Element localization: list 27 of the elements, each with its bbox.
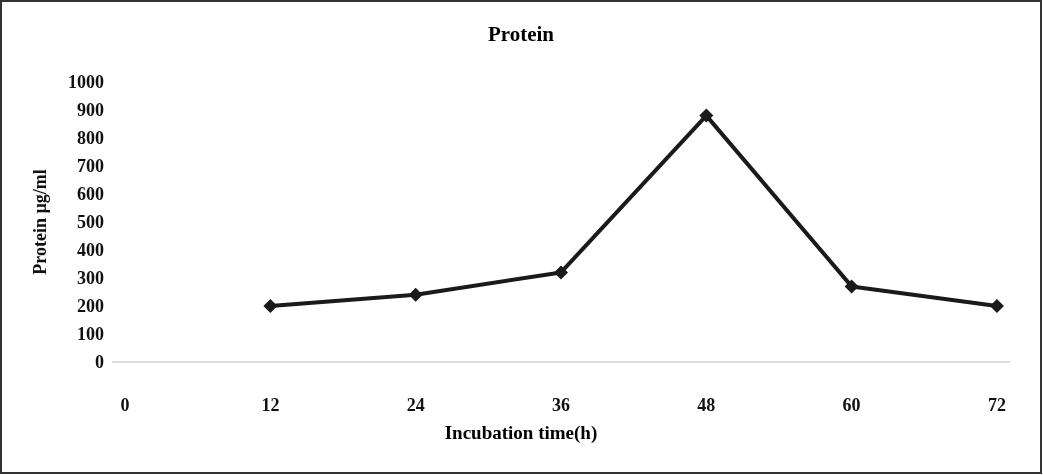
x-tick-label: 48 [697,394,716,415]
y-tick-label: 0 [95,352,104,373]
y-axis-title: Protein µg/ml [30,169,51,275]
x-tick-label: 24 [406,394,425,415]
x-tick-label: 60 [842,394,861,415]
x-tick-label: 72 [987,394,1006,415]
y-tick-label: 300 [77,268,104,289]
y-tick-label: 900 [77,100,104,121]
x-axis-title: Incubation time(h) [443,422,599,444]
point [844,279,859,294]
x-tick-label: 36 [552,394,570,415]
y-tick-label: 800 [77,128,104,149]
y-tick-label: 1000 [68,72,104,93]
y-tick-label: 100 [77,324,104,345]
y-tick-label: 400 [77,240,104,261]
y-tick-label: 700 [77,156,104,177]
x-tick-label: 12 [261,394,280,415]
point [554,265,568,280]
point [263,299,278,313]
point [989,299,1004,313]
chart-title: Protein [486,22,556,47]
y-tick-label: 500 [77,212,104,233]
y-tick-label: 600 [77,184,104,205]
point [408,287,423,302]
point [699,108,714,123]
y-tick-label: 200 [77,296,104,317]
x-tick-label: 0 [120,394,130,415]
